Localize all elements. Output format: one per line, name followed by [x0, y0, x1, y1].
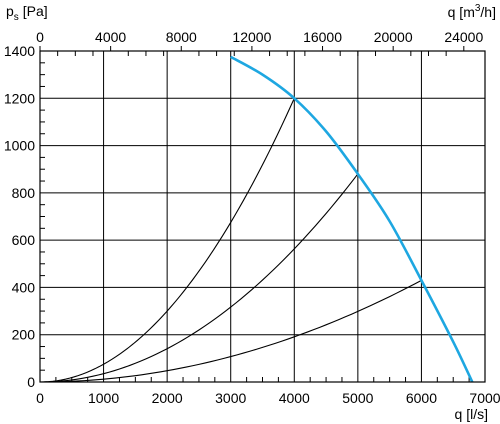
y-tick-label-0: 0: [27, 374, 35, 390]
y-axis-label-sub: s: [14, 12, 19, 23]
y-tick-label-2: 400: [12, 279, 36, 295]
y-tick-label-1: 200: [12, 327, 36, 343]
x2-axis-label-sup: 3: [475, 3, 481, 14]
x-tick-label-4: 4000: [279, 390, 310, 406]
x2-tick-label-1: 4000: [95, 29, 126, 45]
axes: [39, 46, 486, 383]
x-tick-label-3: 3000: [215, 390, 246, 406]
x2-axis-label: q [m3/h]: [448, 3, 496, 20]
x2-tick-label-0: 0: [36, 29, 44, 45]
x-tick-label-6: 6000: [406, 390, 437, 406]
curves: [39, 55, 474, 383]
y-tick-label-6: 1200: [4, 90, 35, 106]
minor-ticks: [40, 51, 470, 382]
x2-tick-label-5: 20000: [374, 29, 413, 45]
y-tick-label-3: 600: [12, 232, 36, 248]
x-tick-label-5: 5000: [342, 390, 373, 406]
x-tick-label-2: 2000: [152, 390, 183, 406]
x-tick-label-0: 0: [36, 390, 44, 406]
fan-curve: [230, 55, 474, 383]
y-axis-label: ps [Pa]: [6, 3, 48, 23]
x2-axis-label-main: q [m: [448, 4, 475, 20]
x2-tick-label-4: 16000: [303, 29, 342, 45]
y-axis-label-unit: [Pa]: [23, 3, 48, 19]
y-axis-label-main: p: [6, 3, 14, 19]
x2-tick-label-2: 8000: [166, 29, 197, 45]
system-curve-1: [39, 173, 359, 383]
plot-frame: [39, 50, 486, 383]
y-tick-label-7: 1400: [4, 43, 35, 59]
y-tick-label-4: 800: [12, 185, 36, 201]
x2-tick-label-6: 24000: [444, 29, 483, 45]
x-tick-label-1: 1000: [88, 390, 119, 406]
x2-axis-label-end: /h]: [480, 4, 496, 20]
x2-tick-label-3: 12000: [232, 29, 271, 45]
grid-lines: [39, 50, 486, 383]
y-tick-label-5: 1000: [4, 138, 35, 154]
system-curve-2: [39, 279, 422, 383]
x-tick-label-7: 7000: [469, 390, 500, 406]
system-curve-0: [39, 98, 295, 383]
x-axis-label: q [l/s]: [455, 406, 488, 422]
